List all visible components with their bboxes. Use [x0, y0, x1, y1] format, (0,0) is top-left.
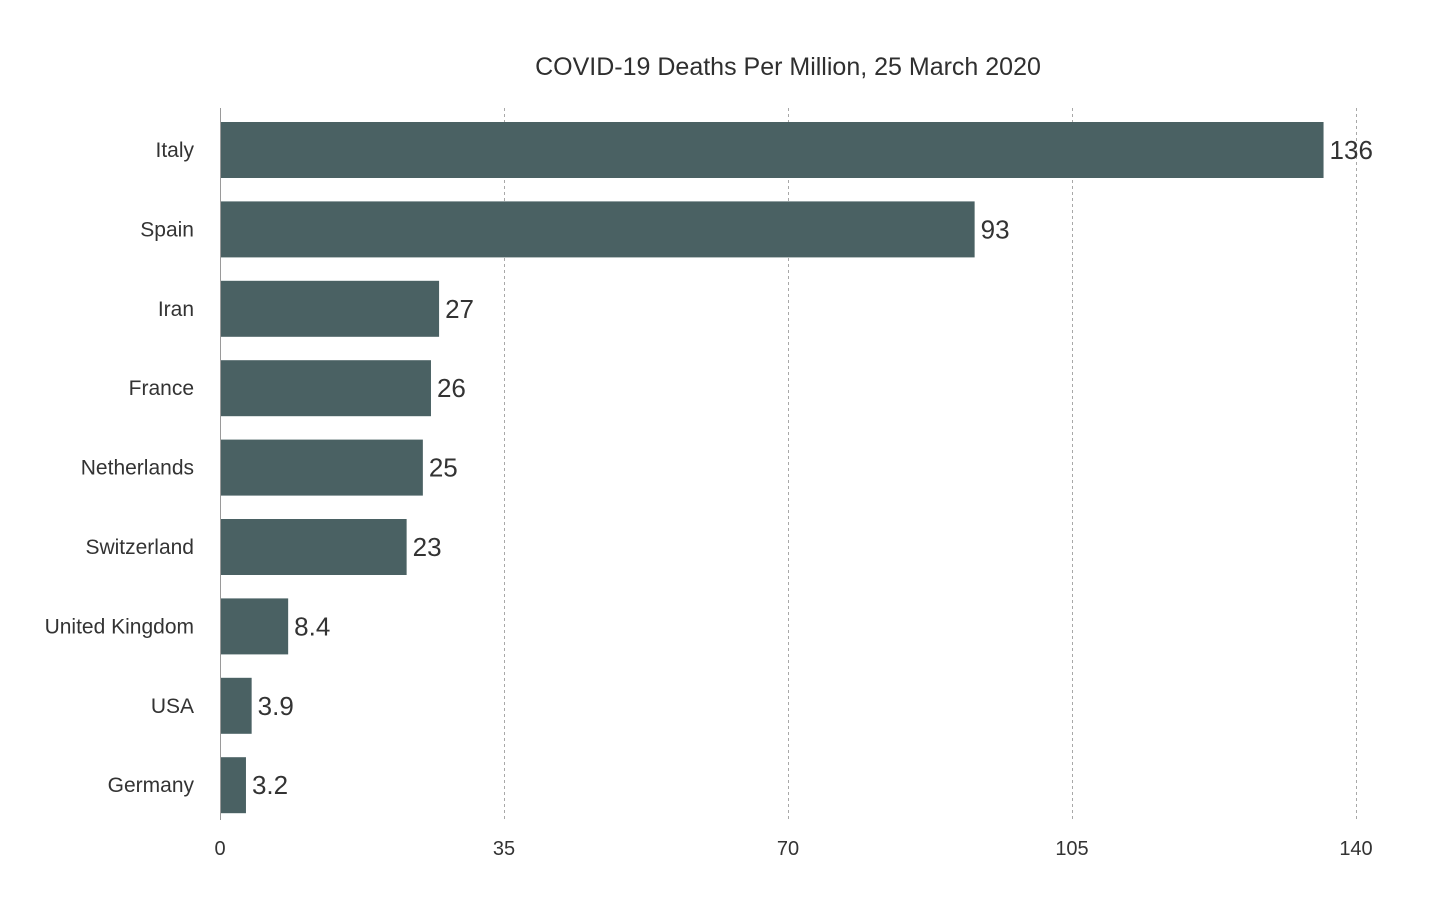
- category-label: United Kingdom: [45, 615, 194, 638]
- bar: [220, 677, 252, 734]
- bar: [220, 598, 289, 655]
- category-label: Switzerland: [85, 536, 194, 559]
- category-label: Iran: [158, 298, 194, 321]
- bar: [220, 519, 407, 575]
- x-tick-label: 35: [493, 838, 515, 860]
- bars-layer: [220, 122, 1324, 814]
- ticks-layer: 0 35 70 105 140: [214, 838, 1372, 860]
- x-tick-label: 70: [777, 838, 799, 860]
- category-label: Germany: [108, 774, 195, 797]
- data-label: 136: [1330, 135, 1373, 165]
- x-tick-label: 0: [214, 838, 225, 860]
- category-label: France: [129, 377, 194, 400]
- bar: [220, 280, 440, 337]
- data-label: 23: [413, 532, 442, 562]
- bar: [220, 201, 975, 258]
- labels-layer: Italy 136 Spain 93 Iran 27 France 26 Netherlands…: [45, 135, 1373, 800]
- bar: [220, 360, 431, 417]
- data-label: 27: [445, 294, 474, 324]
- chart-title: COVID-19 Deaths Per Million, 25 March 20…: [535, 53, 1041, 81]
- data-label: 8.4: [294, 611, 330, 641]
- category-label: Italy: [155, 139, 194, 162]
- data-label: 93: [981, 214, 1010, 244]
- bar: [220, 757, 246, 814]
- category-label: Netherlands: [81, 457, 194, 480]
- data-label: 25: [429, 453, 458, 483]
- grid-layer: [504, 108, 1357, 820]
- bar: [220, 439, 423, 496]
- data-label: 3.9: [258, 691, 294, 721]
- data-label: 3.2: [252, 770, 288, 800]
- x-tick-label: 140: [1339, 838, 1372, 860]
- category-label: USA: [151, 695, 194, 718]
- data-label: 26: [437, 373, 466, 403]
- bar: [220, 122, 1324, 178]
- category-label: Spain: [140, 218, 194, 241]
- x-tick-label: 105: [1055, 838, 1088, 860]
